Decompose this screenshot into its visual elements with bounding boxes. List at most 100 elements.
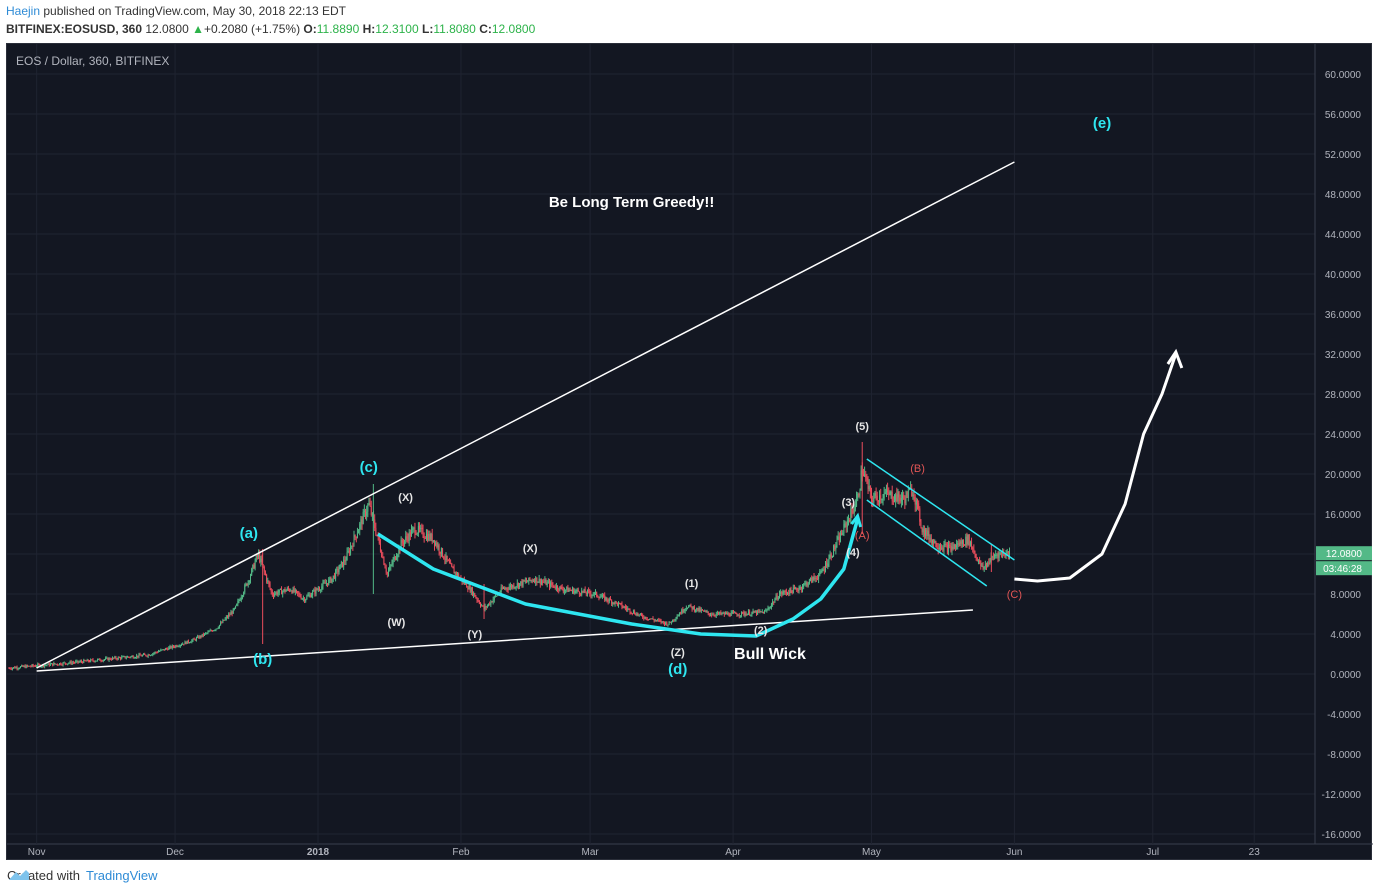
candle-body (480, 603, 481, 606)
candle-body (616, 602, 618, 606)
candle-body (983, 566, 985, 569)
candle-body (140, 655, 142, 657)
candle-body (406, 536, 408, 538)
candle-body (63, 662, 65, 664)
candle-body (149, 655, 151, 657)
tradingview-link[interactable]: TradingView (85, 868, 158, 883)
candle-body (851, 508, 853, 512)
candle-body (713, 614, 715, 616)
candle-body (451, 563, 453, 567)
wave-label-white: (X) (398, 492, 413, 504)
candle-body (158, 651, 159, 653)
chart-svg[interactable]: 60.0000 56.0000 52.0000 48.0000 44.0000 40.00… (7, 44, 1373, 861)
chart-title: EOS / Dollar, 360, BITFINEX (16, 54, 169, 68)
wave-label-cyan: (c) (360, 459, 378, 476)
wave-label-white: (2) (754, 625, 768, 637)
candle-body (765, 610, 767, 612)
candle-body (992, 556, 994, 558)
last-price-tag-bg (1316, 546, 1372, 561)
close-value: 12.0800 (491, 22, 536, 36)
candle-body (661, 621, 663, 623)
candle-body (971, 541, 973, 548)
candle-body (991, 556, 993, 558)
candle-body (429, 533, 431, 540)
candle-body (644, 616, 646, 619)
candle-body (726, 612, 728, 615)
candle-body (238, 600, 240, 602)
candle-body (554, 587, 556, 589)
candle-body (945, 544, 947, 546)
candle-body (894, 500, 895, 502)
candle-body (240, 597, 242, 600)
candle-body (941, 547, 943, 549)
candle-body (163, 649, 165, 651)
candle-body (695, 610, 697, 612)
candle-body (331, 578, 333, 583)
candle-body (504, 588, 506, 590)
candle-body (528, 577, 530, 582)
candle-body (154, 651, 156, 653)
candle-body (14, 667, 16, 669)
candle-body (967, 534, 969, 544)
candle-body (413, 527, 415, 529)
candle-body (182, 643, 184, 645)
candle-body (678, 613, 680, 616)
candle-body (857, 494, 859, 499)
candle-body (597, 596, 599, 598)
candle-body (628, 608, 630, 610)
candle-body (557, 585, 559, 590)
candle-body (751, 612, 753, 615)
candle-body (321, 586, 323, 591)
candle-body (338, 569, 340, 573)
candle-body (981, 565, 983, 567)
chart-panel[interactable]: 60.0000 56.0000 52.0000 48.0000 44.0000 40.00… (6, 43, 1373, 861)
candle-body (437, 545, 439, 547)
candle-body (923, 528, 925, 536)
candle-body (758, 610, 760, 612)
candle-body (951, 546, 953, 551)
candle-body (881, 498, 883, 501)
symbol-label: BITFINEX:EOSUSD, 360 (6, 22, 143, 36)
candle-body (530, 580, 532, 582)
candle-body (908, 488, 910, 491)
candle-body (184, 641, 186, 645)
candle-body (95, 660, 97, 662)
candle-body (940, 547, 941, 549)
candle-body (307, 595, 309, 597)
candle-body (799, 587, 801, 589)
candle-body (854, 505, 856, 509)
candle-body (21, 665, 23, 667)
candle-body (26, 665, 28, 667)
candle-body (507, 588, 509, 590)
candle-body (711, 614, 713, 616)
candle-body (368, 502, 370, 505)
candle-body (987, 562, 989, 567)
candle-body (519, 583, 521, 588)
candle-body (631, 612, 633, 614)
candle-body (511, 585, 513, 588)
candle-body (78, 661, 80, 663)
candle-body (812, 576, 814, 583)
x-tick-label: Mar (581, 847, 599, 858)
candle-body (396, 557, 398, 560)
candle-body (659, 620, 661, 622)
candle-body (469, 585, 471, 592)
candle-body (202, 634, 204, 636)
candle-body (760, 611, 762, 613)
candle-body (250, 575, 251, 581)
candle-body (595, 591, 596, 593)
candle-body (761, 611, 763, 613)
candle-body (113, 657, 115, 659)
y-tick-label: 4.0000 (1330, 630, 1361, 641)
candle-body (473, 593, 475, 596)
candle-body (609, 598, 611, 601)
candle-body (514, 587, 516, 589)
candle-body (147, 654, 149, 657)
candle-body (576, 589, 578, 591)
candle-body (735, 612, 737, 614)
candle-body (448, 560, 450, 564)
candle-body (457, 573, 458, 576)
candle-body (605, 597, 607, 601)
author-link[interactable]: Haejin (6, 4, 41, 18)
candle-body (868, 486, 870, 489)
